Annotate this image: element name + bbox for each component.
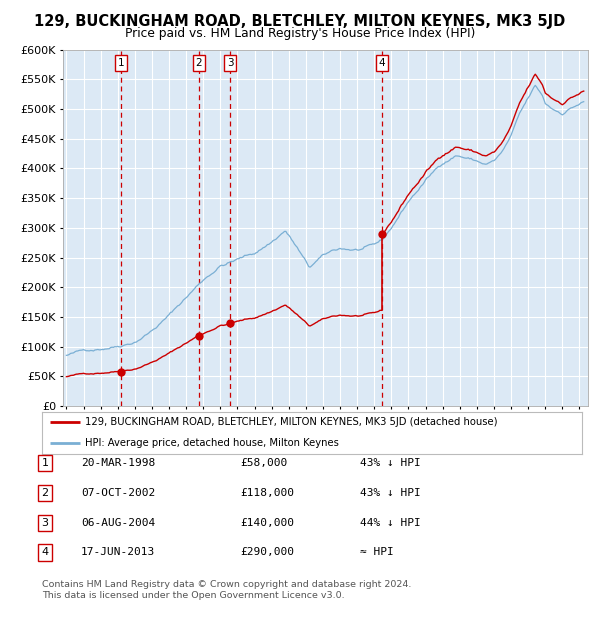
Text: 4: 4 (379, 58, 385, 68)
Text: 3: 3 (227, 58, 233, 68)
Text: 17-JUN-2013: 17-JUN-2013 (81, 547, 155, 557)
Text: 129, BUCKINGHAM ROAD, BLETCHLEY, MILTON KEYNES, MK3 5JD (detached house): 129, BUCKINGHAM ROAD, BLETCHLEY, MILTON … (85, 417, 498, 427)
Text: £118,000: £118,000 (240, 488, 294, 498)
Text: ≈ HPI: ≈ HPI (360, 547, 394, 557)
Text: £58,000: £58,000 (240, 458, 287, 468)
Text: 1: 1 (118, 58, 124, 68)
Text: 4: 4 (41, 547, 49, 557)
Text: 07-OCT-2002: 07-OCT-2002 (81, 488, 155, 498)
Text: 06-AUG-2004: 06-AUG-2004 (81, 518, 155, 528)
Text: HPI: Average price, detached house, Milton Keynes: HPI: Average price, detached house, Milt… (85, 438, 339, 448)
Text: 129, BUCKINGHAM ROAD, BLETCHLEY, MILTON KEYNES, MK3 5JD: 129, BUCKINGHAM ROAD, BLETCHLEY, MILTON … (34, 14, 566, 29)
Text: £140,000: £140,000 (240, 518, 294, 528)
Text: 43% ↓ HPI: 43% ↓ HPI (360, 488, 421, 498)
Text: 2: 2 (196, 58, 202, 68)
Text: £290,000: £290,000 (240, 547, 294, 557)
Text: 20-MAR-1998: 20-MAR-1998 (81, 458, 155, 468)
Text: Price paid vs. HM Land Registry's House Price Index (HPI): Price paid vs. HM Land Registry's House … (125, 27, 475, 40)
Text: 2: 2 (41, 488, 49, 498)
Text: Contains HM Land Registry data © Crown copyright and database right 2024.
This d: Contains HM Land Registry data © Crown c… (42, 580, 412, 601)
Text: 1: 1 (41, 458, 49, 468)
Text: 3: 3 (41, 518, 49, 528)
Text: 44% ↓ HPI: 44% ↓ HPI (360, 518, 421, 528)
Text: 43% ↓ HPI: 43% ↓ HPI (360, 458, 421, 468)
